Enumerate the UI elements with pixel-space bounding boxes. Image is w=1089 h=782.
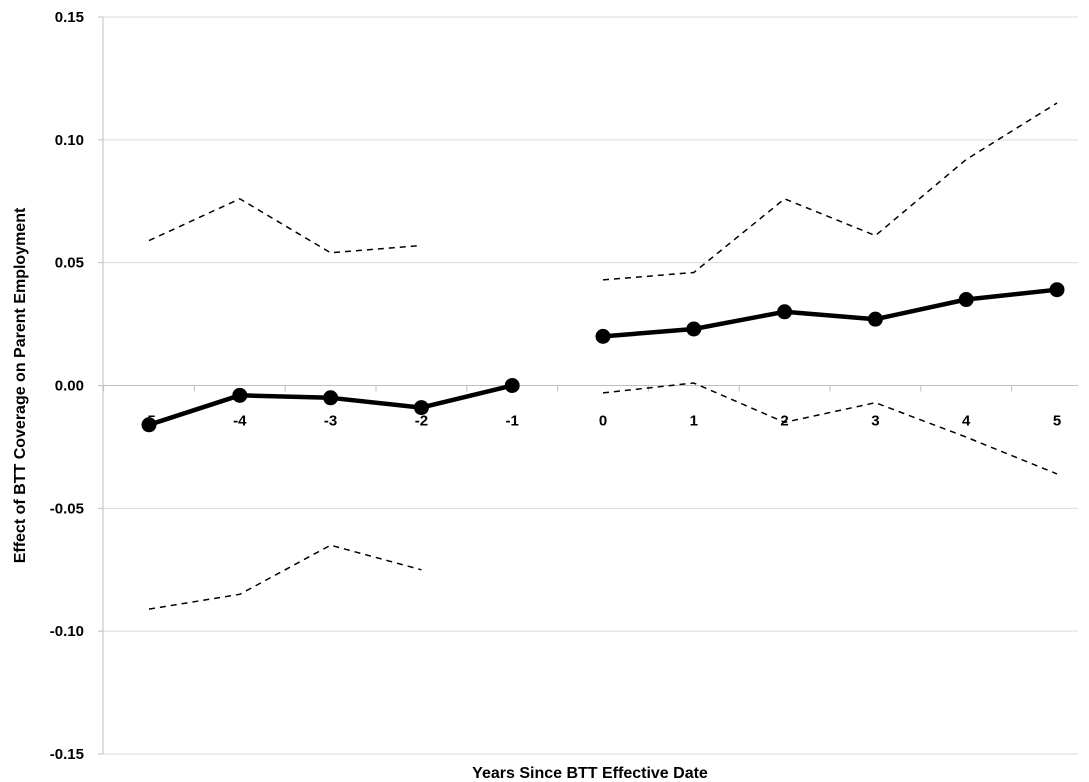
x-tick-label: -3 <box>324 413 337 430</box>
y-tick-label: 0.15 <box>55 9 84 26</box>
x-tick-label: 2 <box>780 413 788 430</box>
estimate-point <box>323 390 339 406</box>
y-tick-label: -0.05 <box>50 500 84 517</box>
x-tick-label: -4 <box>233 413 247 430</box>
confidence-band-segment <box>602 382 1058 475</box>
y-tick-label: 0.00 <box>55 378 84 395</box>
estimate-point <box>141 417 157 433</box>
estimate-point <box>595 328 611 344</box>
y-tick-label: 0.05 <box>55 255 84 272</box>
x-tick-label: 0 <box>599 413 607 430</box>
estimate-point <box>686 321 702 337</box>
estimate-point <box>1049 282 1065 298</box>
confidence-band-line <box>148 382 1058 610</box>
estimate-line <box>141 282 1065 433</box>
x-axis-title: Years Since BTT Effective Date <box>472 765 708 782</box>
y-tick-labels: 0.15 0.10 0.05 0.00 -0.05 -0.10 -0.15 <box>50 9 84 763</box>
x-tick-label: 5 <box>1053 413 1061 430</box>
estimate-point <box>958 292 974 308</box>
x-tick-label: 4 <box>962 413 971 430</box>
x-axis-ticks <box>103 385 1013 392</box>
x-tick-label: -1 <box>506 413 519 430</box>
confidence-band-line <box>148 102 1058 281</box>
series-layer <box>141 102 1065 610</box>
confidence-band-segment <box>602 102 1058 281</box>
estimate-segment <box>602 287 1058 339</box>
x-tick-label: 1 <box>690 413 698 430</box>
confidence-band-segment <box>148 197 422 254</box>
y-tick-label: 0.10 <box>55 132 84 149</box>
y-tick-label: -0.15 <box>50 746 84 763</box>
estimate-point <box>777 304 793 320</box>
gridlines <box>98 16 1078 755</box>
estimate-point <box>504 378 520 393</box>
x-tick-label: 3 <box>871 413 879 430</box>
confidence-band-segment <box>148 544 422 610</box>
estimate-point <box>232 387 248 403</box>
x-tick-label: -2 <box>415 413 428 430</box>
y-axis-title: Effect of BTT Coverage on Parent Employm… <box>12 207 29 563</box>
estimate-point <box>867 311 883 327</box>
y-tick-label: -0.10 <box>50 623 84 640</box>
estimate-point <box>413 400 429 416</box>
